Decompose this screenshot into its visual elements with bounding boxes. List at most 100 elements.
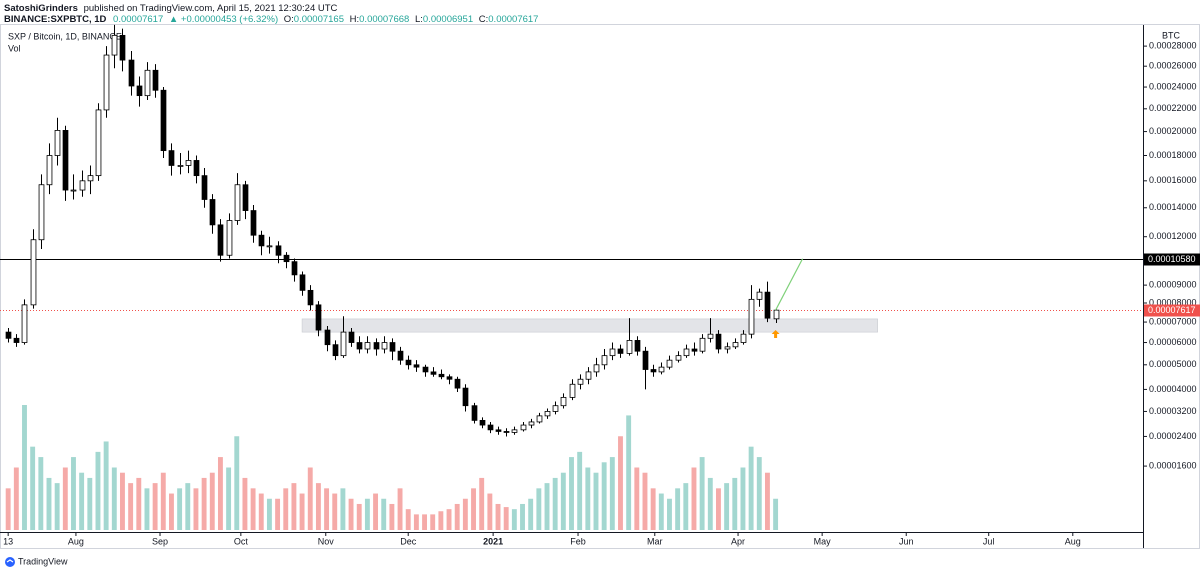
- ohlc-value: 0.00006951: [423, 14, 473, 25]
- candle-body: [46, 155, 53, 186]
- x-tick-label: Mar: [647, 536, 663, 546]
- volume-bar: [193, 488, 199, 530]
- candle-body: [160, 89, 167, 152]
- volume-bar: [258, 493, 264, 530]
- candle-body: [119, 34, 126, 61]
- candle-body: [585, 371, 592, 380]
- candle-body: [422, 366, 429, 373]
- volume-bar: [397, 488, 403, 530]
- volume-bar: [54, 483, 60, 530]
- price-label: 0.00010580: [1148, 254, 1196, 264]
- volume-bar: [128, 483, 134, 530]
- y-tick-label: 0.00007000: [1149, 316, 1197, 326]
- header-line-2: BINANCE:SXPBTC, 1D 0.00007617 ▲ +0.00000…: [4, 14, 538, 25]
- volume-bar: [120, 472, 125, 530]
- volume-bar: [430, 514, 436, 530]
- ohlc-label: H:: [350, 14, 360, 25]
- volume-bar: [667, 498, 672, 530]
- ohlc-value: 0.00007165: [294, 14, 344, 25]
- volume-bar: [658, 493, 664, 530]
- candle-body: [544, 411, 551, 417]
- candle-body: [242, 184, 249, 211]
- x-tick-label: 13: [3, 536, 13, 546]
- volume-bar: [177, 488, 183, 530]
- candle-body: [291, 261, 298, 276]
- volume-bar: [201, 477, 207, 530]
- volume-bar: [569, 457, 574, 530]
- candle-body: [756, 291, 763, 300]
- volume-bar: [560, 472, 566, 530]
- candle-body: [634, 340, 641, 352]
- candle-body: [5, 331, 12, 339]
- candle-body: [536, 415, 543, 423]
- candle-body: [724, 346, 731, 350]
- candle-body: [307, 289, 314, 306]
- volume-bar: [609, 457, 615, 530]
- volume-bar: [675, 488, 681, 530]
- y-tick-label: 0.00002400: [1149, 431, 1197, 441]
- x-tick-label: Nov: [318, 536, 335, 546]
- volume-bar: [46, 477, 52, 530]
- volume-bar: [348, 498, 354, 530]
- candle-body: [356, 342, 363, 350]
- volume-bar: [160, 472, 166, 530]
- symbol: BINANCE:SXPBTC, 1D: [4, 14, 107, 25]
- candle-body: [299, 274, 306, 291]
- volume-bar: [136, 477, 142, 530]
- y-tick-label: 0.00022000: [1149, 103, 1197, 113]
- volume-bar: [724, 483, 730, 530]
- author: SatoshiGrinders: [4, 3, 78, 14]
- x-tick-label: May: [814, 536, 832, 546]
- volume-bar: [299, 493, 305, 530]
- candle-body: [373, 342, 380, 350]
- x-tick-label: Apr: [731, 536, 745, 546]
- brand-logo-mark: [6, 559, 14, 563]
- candle-body: [315, 304, 322, 331]
- x-tick-label: Aug: [1065, 536, 1081, 546]
- candle-body: [487, 424, 494, 431]
- volume-bar: [95, 451, 101, 530]
- volume-bar: [626, 415, 632, 530]
- candle-body: [593, 364, 600, 373]
- header-line-1: SatoshiGrinders published on TradingView…: [4, 3, 338, 14]
- volume-bar: [650, 488, 656, 530]
- volume-bar: [618, 436, 623, 530]
- volume-bar: [356, 503, 362, 530]
- volume-bar: [307, 467, 313, 530]
- candle-body: [560, 396, 567, 407]
- last-price: 0.00007617: [113, 14, 163, 25]
- candle-body: [128, 59, 135, 87]
- volume-bar: [22, 405, 27, 530]
- candle-body: [217, 224, 224, 256]
- drawings: [301, 318, 878, 333]
- footer: TradingView: [5, 556, 68, 567]
- candle-body: [30, 239, 37, 306]
- y-tick-label: 0.00001600: [1149, 460, 1197, 470]
- volume-bar: [544, 483, 550, 530]
- candle-body: [650, 369, 657, 373]
- projection-line: [775, 258, 804, 311]
- y-tick-label: 0.00004000: [1149, 384, 1197, 394]
- y-tick-label: 0.00006000: [1149, 337, 1197, 347]
- published: published on TradingView.com, April 15, …: [84, 3, 338, 14]
- candle-body: [201, 175, 208, 200]
- volume-bar: [740, 467, 746, 530]
- volume-bar: [103, 441, 109, 530]
- volume-bar: [454, 503, 460, 530]
- candle-body: [683, 348, 690, 357]
- volume-bar: [536, 488, 542, 530]
- volume-bar: [601, 462, 607, 530]
- ohlc-label: O:: [284, 14, 294, 25]
- volume-bar: [226, 467, 232, 530]
- y-tick-label: 0.00009000: [1149, 279, 1197, 289]
- y-tick-label: 0.00024000: [1149, 81, 1197, 91]
- volume-bar: [266, 498, 272, 530]
- volume-bar: [13, 467, 19, 530]
- candle-body: [226, 220, 233, 256]
- candle-body: [258, 234, 265, 247]
- volume-bar: [405, 509, 411, 530]
- candle-body: [234, 184, 241, 221]
- volume-label: Vol: [8, 43, 21, 53]
- volume-bar: [642, 472, 648, 530]
